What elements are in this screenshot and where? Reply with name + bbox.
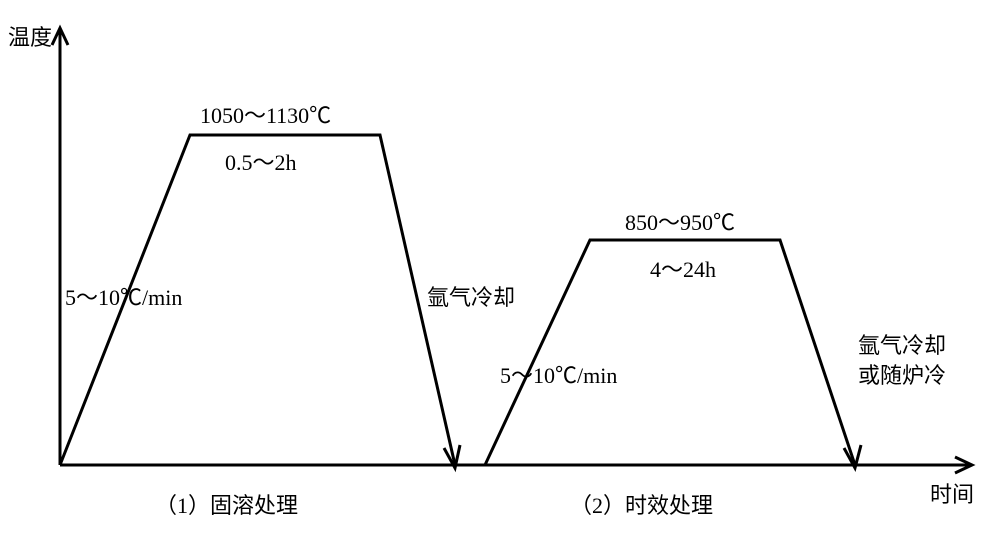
stage2-cool-label-line1: 氩气冷却 xyxy=(858,328,946,360)
stage2-name: （2）时效处理 xyxy=(570,488,713,520)
heat-treatment-diagram xyxy=(0,0,1000,540)
stage1-temp-label: 1050～1130℃ xyxy=(200,98,331,130)
stage2-ramp-label: 5～10℃/min xyxy=(500,358,617,390)
y-axis-label: 温度 xyxy=(8,20,52,52)
stage2-temp-label: 850～950℃ xyxy=(625,205,735,237)
stage2-hold-label: 4～24h xyxy=(650,252,716,284)
stage1-ramp-label: 5～10℃/min xyxy=(65,280,182,312)
stage1-cool-label: 氩气冷却 xyxy=(427,280,515,312)
stage1-hold-label: 0.5～2h xyxy=(225,145,297,177)
stage2-cool-label-line2: 或随炉冷 xyxy=(858,358,946,390)
stage1-name: （1）固溶处理 xyxy=(155,488,298,520)
x-axis-label: 时间 xyxy=(930,477,974,509)
